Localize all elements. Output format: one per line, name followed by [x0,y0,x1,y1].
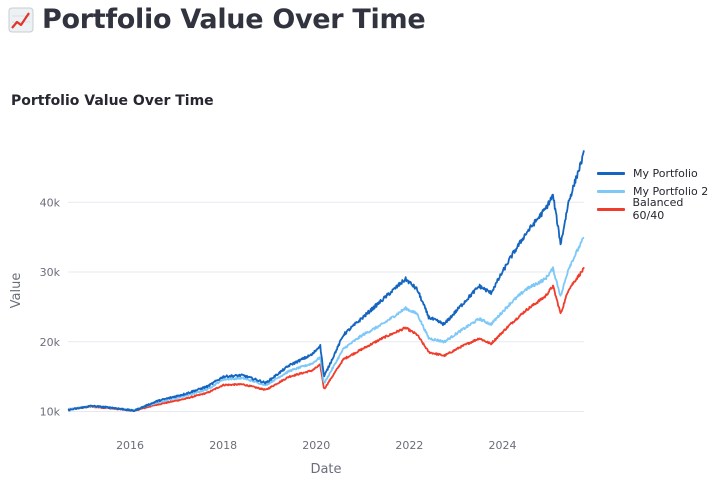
y-tick-label: 10k [40,406,61,419]
legend-item-my-portfolio[interactable]: My Portfolio [597,164,717,182]
legend-label: My Portfolio [633,166,698,180]
chart-legend[interactable]: My Portfolio My Portfolio 2 Balanced 60/… [597,164,717,222]
page-title: Portfolio Value Over Time [42,4,426,35]
x-tick-label: 2020 [302,439,330,452]
x-tick-label: 2018 [209,439,237,452]
x-tick-label: 2022 [395,439,423,452]
series-line-my-portfolio [67,150,585,412]
legend-item-balanced-60-40[interactable]: Balanced 60/40 [597,196,717,222]
page-header: Portfolio Value Over Time [8,4,426,35]
x-axis-label: Date [310,462,341,477]
chart-title: Portfolio Value Over Time [11,93,214,109]
y-tick-label: 40k [40,196,61,209]
y-tick-label: 20k [40,336,61,349]
legend-label: Balanced 60/40 [632,196,684,222]
x-tick-label: 2016 [116,439,144,452]
legend-swatch [597,189,625,193]
series-line-balanced-60-40 [67,266,585,413]
y-tick-label: 30k [40,266,61,279]
legend-item-my-portfolio-2[interactable]: My Portfolio 2 [597,182,717,200]
legend-swatch [597,171,625,175]
legend-label: My Portfolio 2 [633,184,709,198]
y-axis-label: Value [9,273,24,309]
chart-increasing-icon [8,7,34,32]
legend-swatch [597,207,625,211]
x-tick-label: 2024 [489,439,517,452]
